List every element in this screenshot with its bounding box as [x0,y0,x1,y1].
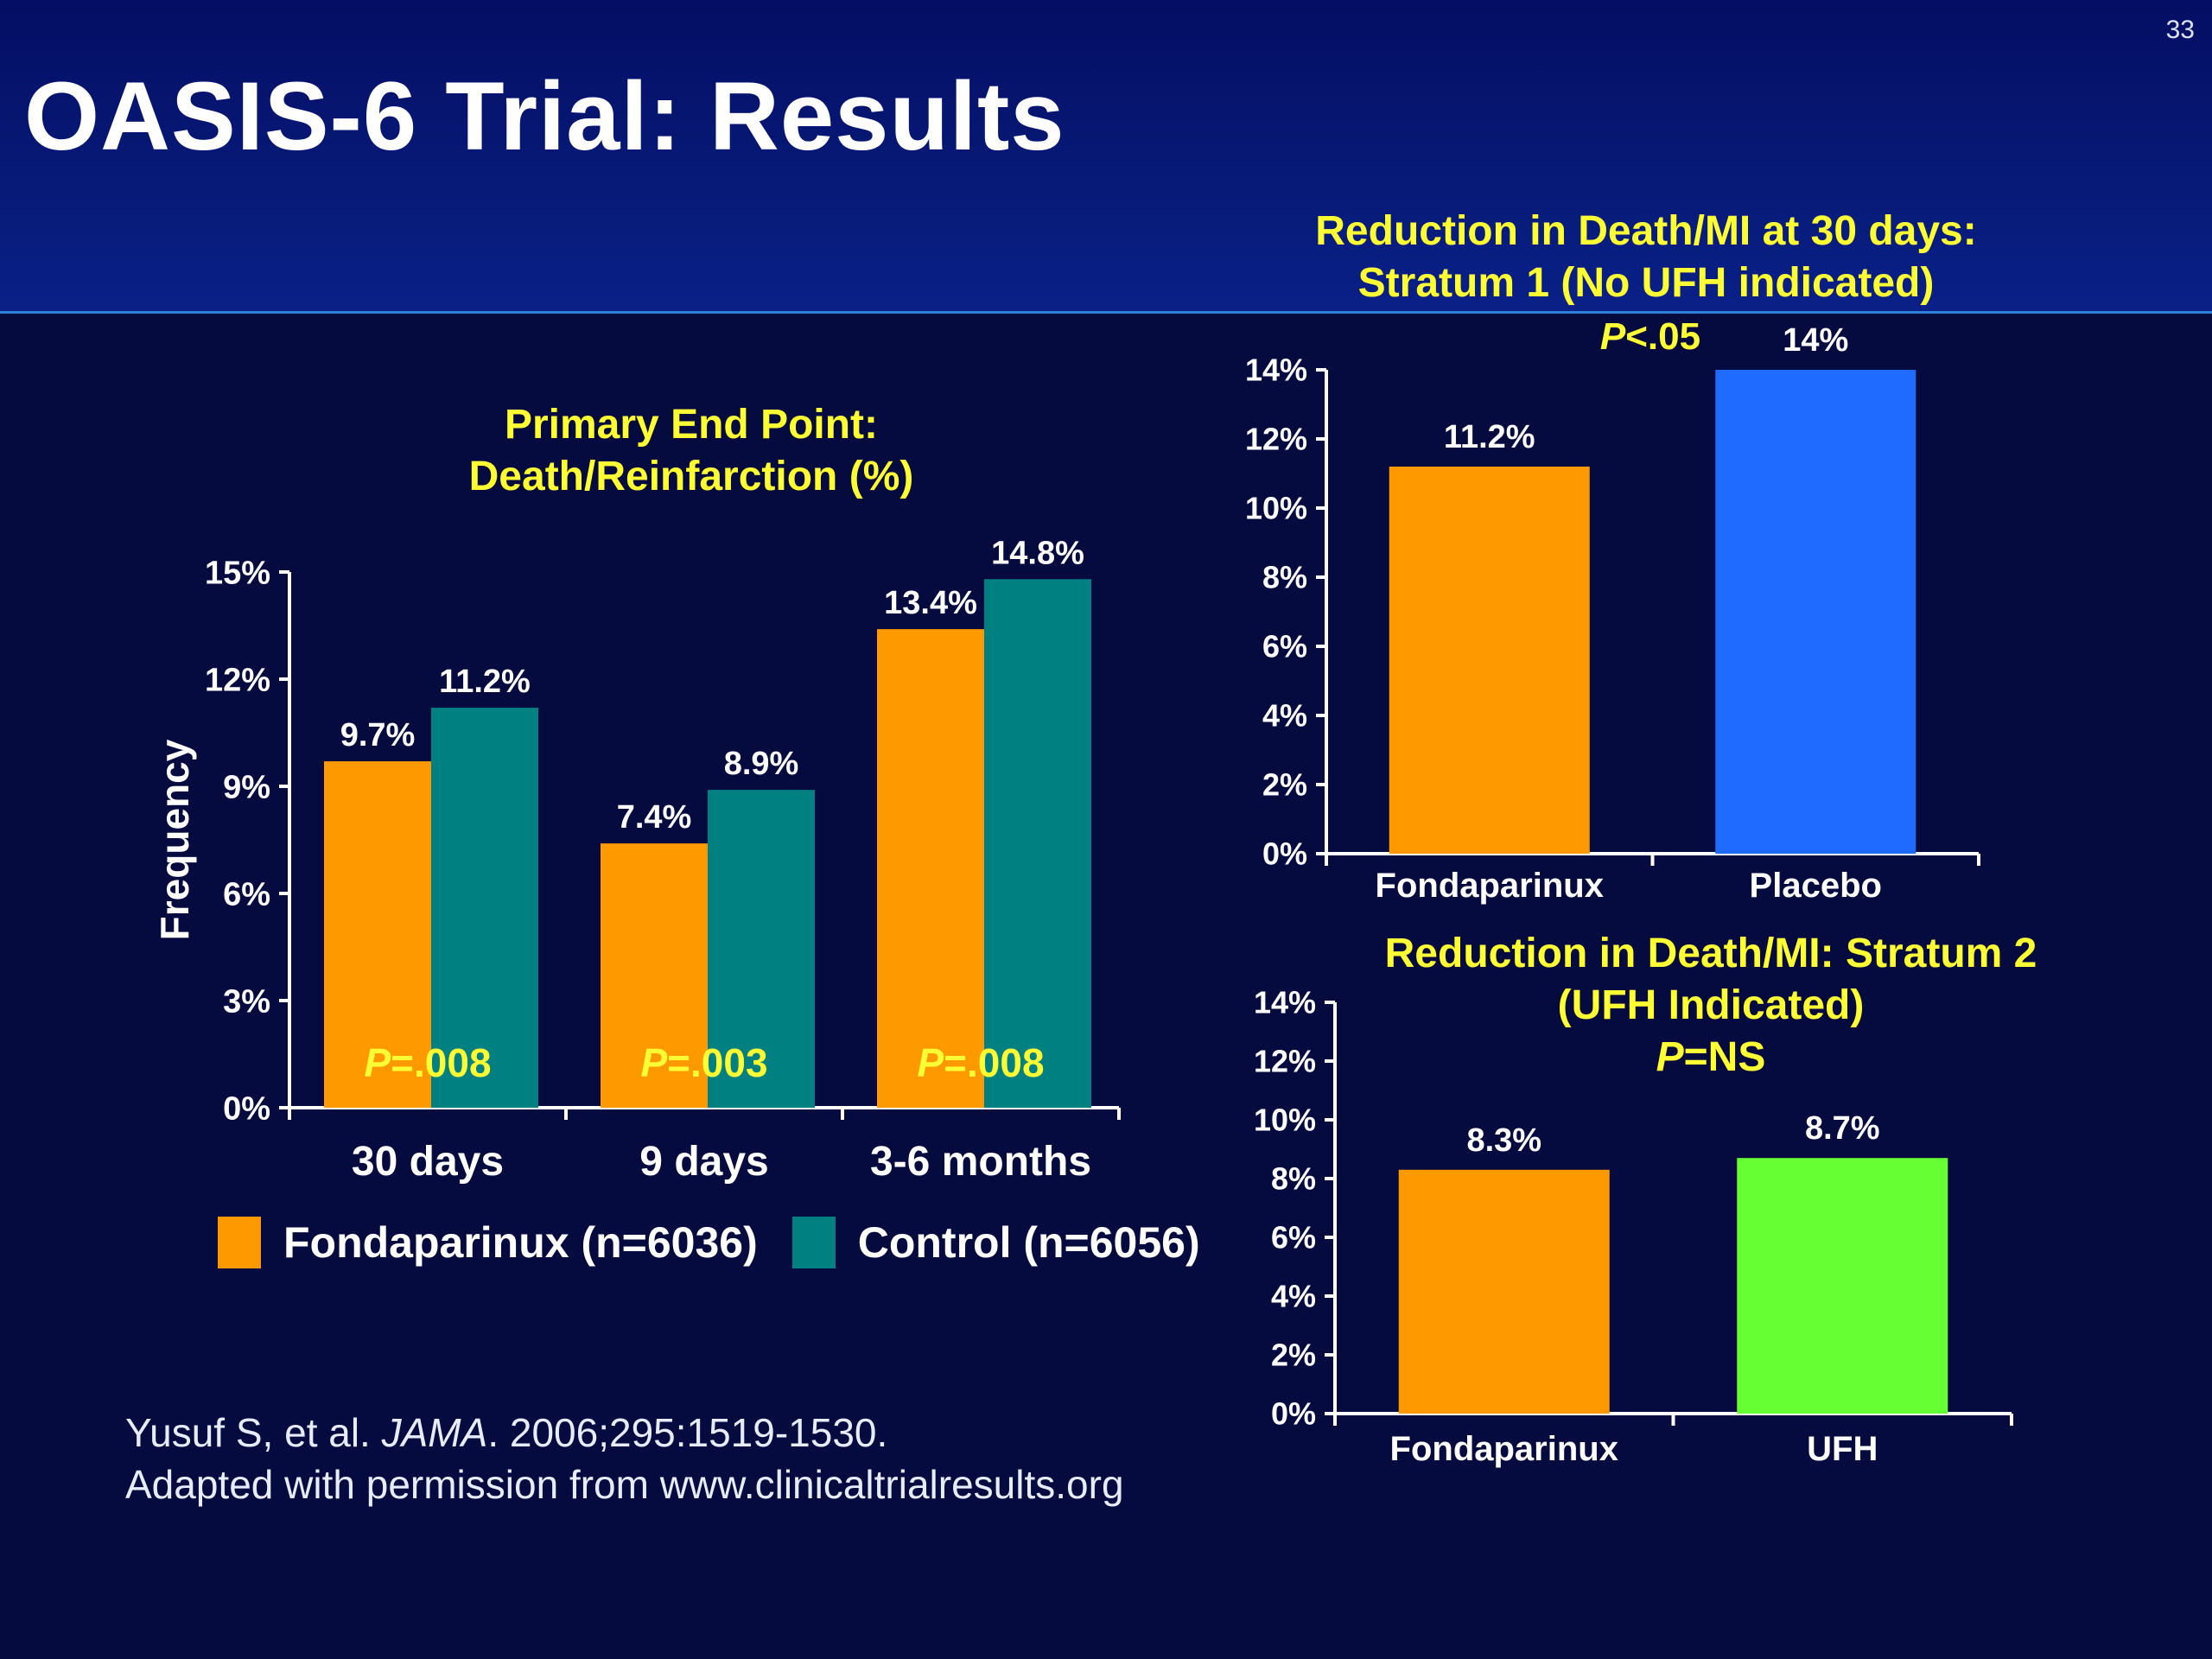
legend-label-fondaparinux: Fondaparinux (n=6036) [283,1218,758,1267]
stratum2-chart-title: Reduction in Death/MI: Stratum 2 (UFH In… [1296,928,2126,1084]
stratum2-y-tick-label: 12% [1254,1044,1316,1079]
p-value-italic-p: P [917,1040,944,1085]
stratum1-y-tick-label: 10% [1245,491,1307,526]
legend-item-control: Control (n=6056) [791,1217,1200,1268]
primary-chart-title-line1: Primary End Point: [504,402,879,448]
primary-bar-control [708,790,815,1108]
primary-chart-title-line2: Death/Reinfarction (%) [468,454,914,499]
primary-category-label: 30 days [352,1139,504,1185]
stratum2-data-label: 8.7% [1805,1110,1880,1147]
stratum2-y-tick-label: 6% [1271,1220,1316,1255]
stratum1-chart-title: Reduction in Death/MI at 30 days: Stratu… [1253,206,2039,309]
stratum2-y-tick-label: 8% [1271,1161,1316,1197]
slide-title: OASIS-6 Trial: Results [24,62,1065,170]
stratum2-bar-fondaparinux [1398,1169,1610,1414]
citation-journal: JAMA [381,1410,488,1455]
p-value-text: =.008 [391,1040,491,1085]
stratum2-category-label: UFH [1807,1430,1878,1468]
slide-number: 33 [2165,16,2195,44]
stratum1-category-label: Placebo [1750,867,1882,905]
stratum2-category-label: Fondaparinux [1390,1430,1618,1468]
stratum1-chart-title-line1: Reduction in Death/MI at 30 days: [1315,208,1977,254]
stratum2-chart-title-line2: (UFH Indicated) [1557,982,1865,1028]
p-value-italic-p: P [640,1040,667,1085]
stratum2-y-tick-label: 2% [1271,1338,1316,1373]
stratum2-y-tick-label: 14% [1254,985,1316,1020]
legend-swatch-fondaparinux [218,1217,261,1268]
stratum1-y-tick-label: 0% [1262,836,1307,872]
stratum2-y-tick-label: 10% [1254,1103,1316,1138]
primary-data-label: 9.7% [340,717,416,753]
stratum1-y-tick-label: 6% [1262,629,1307,664]
primary-category-label: 9 days [639,1139,768,1185]
primary-data-label: 14.8% [991,535,1084,571]
primary-bar-control [984,579,1091,1108]
citation-author: Yusuf S, et al. [125,1410,382,1455]
primary-bar-fondaparinux [324,761,431,1108]
primary-data-label: 8.9% [724,746,799,782]
primary-category-label: 3-6 months [870,1139,1091,1185]
citation: Yusuf S, et al. JAMA. 2006;295:1519-1530… [125,1407,1124,1510]
stratum1-p-value: P<.05 [1599,315,1701,358]
stratum2-p-value-text: =NS [1683,1034,1766,1080]
primary-y-tick-label: 3% [223,983,270,1020]
primary-y-tick-label: 15% [205,555,270,591]
legend-item-fondaparinux: Fondaparinux (n=6036) [218,1217,758,1268]
primary-data-label: 11.2% [439,664,531,700]
primary-p-value: P=.008 [917,1040,1044,1085]
legend-label-control: Control (n=6056) [857,1218,1200,1267]
stratum2-y-tick-label: 4% [1271,1279,1316,1314]
stratum1-data-label: 14% [1783,322,1848,359]
primary-chart-title: Primary End Point: Death/Reinfarction (%… [363,399,1020,503]
primary-y-tick-label: 9% [223,769,270,805]
stratum2-bar-ufh [1737,1158,1948,1414]
primary-p-value: P=.003 [640,1040,767,1085]
primary-y-tick-label: 12% [205,662,270,698]
primary-chart-legend: Fondaparinux (n=6036) Control (n=6056) [218,1217,1235,1268]
primary-data-label: 13.4% [884,585,977,621]
legend-swatch-control [791,1217,836,1268]
primary-data-label: 7.4% [617,799,692,836]
p-value-text: =.008 [944,1040,1044,1085]
stratum1-bar-fondaparinux [1389,467,1590,854]
primary-p-value: P=.008 [364,1040,491,1085]
stratum1-category-label: Fondaparinux [1376,867,1604,905]
primary-bar-fondaparinux [877,629,984,1108]
stratum1-chart-title-line2: Stratum 1 (No UFH indicated) [1357,260,1935,306]
primary-bar-control [431,708,538,1108]
stratum1-y-tick-label: 14% [1245,353,1307,388]
primary-y-tick-label: 0% [223,1090,270,1127]
stratum1-bar-placebo [1715,370,1916,854]
stratum2-y-tick-label: 0% [1271,1396,1316,1432]
stratum2-data-label: 8.3% [1466,1122,1541,1159]
stratum1-y-tick-label: 8% [1262,560,1307,595]
stratum1-y-tick-label: 2% [1262,767,1307,803]
p-value-text: =.003 [667,1040,767,1085]
p-value-italic-p: P [364,1040,391,1085]
primary-bar-fondaparinux [601,843,708,1108]
title-band [0,0,2212,314]
stratum2-p-value: P=NS [1656,1034,1766,1080]
stratum1-data-label: 11.2% [1444,419,1535,455]
stratum2-chart-title-line1: Reduction in Death/MI: Stratum 2 [1384,931,2037,976]
stratum1-y-tick-label: 4% [1262,698,1307,734]
primary-y-axis-label: Frequency [152,739,197,940]
citation-line2: Adapted with permission from www.clinica… [125,1462,1124,1507]
stratum1-y-tick-label: 12% [1245,422,1307,457]
citation-details: . 2006;295:1519-1530. [487,1410,888,1455]
stratum1-p-value-text: <.05 [1625,315,1701,358]
citation-line1: Yusuf S, et al. JAMA. 2006;295:1519-1530… [125,1407,1124,1459]
primary-y-tick-label: 6% [223,876,270,912]
